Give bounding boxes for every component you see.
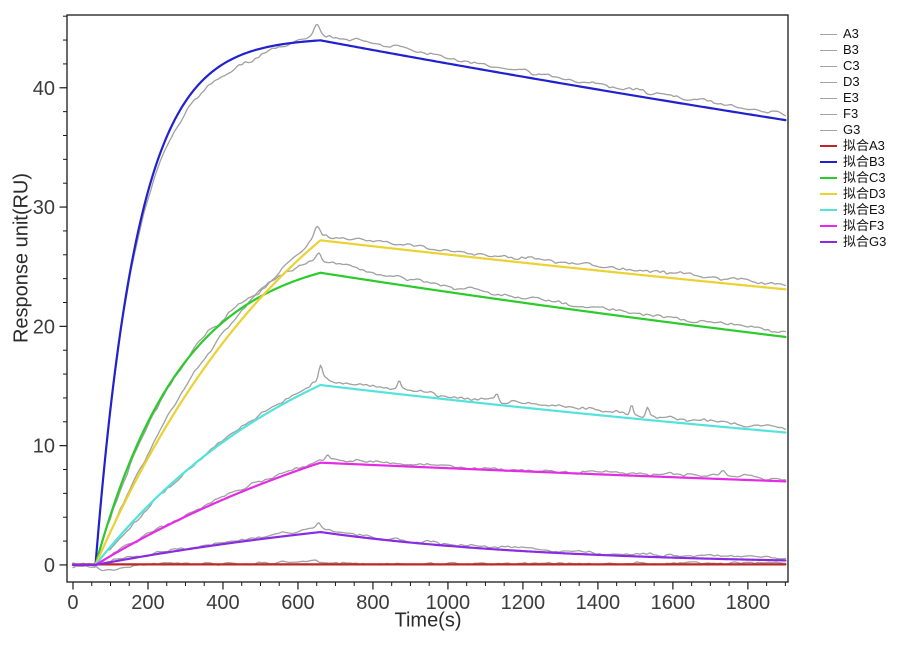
legend-line-swatch	[820, 145, 837, 147]
y-tick-label-20: 20	[33, 316, 55, 338]
legend-line-swatch	[820, 81, 837, 83]
x-tick-label-800: 800	[356, 592, 389, 614]
x-tick-label-1600: 1600	[651, 592, 696, 614]
curve-拟合D3	[71, 239, 787, 567]
legend-label: C3	[843, 58, 860, 73]
legend-line-swatch	[820, 209, 837, 211]
x-tick-label-1000: 1000	[426, 592, 471, 614]
x-axis-title: Time(s)	[394, 609, 462, 632]
legend-item-拟合B3: 拟合B3	[820, 154, 886, 170]
legend-label: B3	[843, 42, 859, 57]
y-tick-label-30: 30	[33, 197, 55, 219]
legend-item-拟合G3: 拟合G3	[820, 234, 886, 250]
curve-F3	[72, 454, 787, 567]
legend-label: A3	[843, 26, 859, 41]
x-tick-label-200: 200	[131, 592, 164, 614]
legend-item-A3: A3	[820, 26, 886, 42]
x-tick-label-1800: 1800	[726, 592, 771, 614]
curve-拟合C3	[71, 271, 787, 567]
legend-label: F3	[843, 106, 859, 121]
legend-label: 拟合E3	[843, 202, 885, 217]
x-tick-label-600: 600	[281, 592, 314, 614]
y-tick-label-0: 0	[44, 555, 55, 577]
legend-label: 拟合G3	[843, 234, 887, 249]
y-tick-label-40: 40	[33, 78, 55, 100]
legend-item-拟合A3: 拟合A3	[820, 138, 886, 154]
legend-label: E3	[843, 90, 859, 105]
legend-line-swatch	[820, 225, 837, 227]
plot-frame	[66, 14, 789, 583]
legend: A3 B3 C3 D3 E3 F3 G3 拟合A3 拟合B3 拟合C3 拟合D3 拟合E3 拟合F3 拟合…	[820, 26, 886, 250]
legend-item-拟合F3: 拟合F3	[820, 218, 886, 234]
x-tick-label-400: 400	[206, 592, 239, 614]
legend-line-swatch	[820, 161, 837, 163]
legend-label: 拟合F3	[843, 218, 885, 233]
legend-line-swatch	[820, 97, 837, 99]
y-tick-label-10: 10	[33, 436, 55, 458]
legend-label: 拟合B3	[843, 154, 885, 169]
curve-B3	[72, 23, 787, 569]
legend-item-拟合D3: 拟合D3	[820, 186, 886, 202]
curve-拟合E3	[71, 383, 787, 567]
curve-拟合G3	[71, 530, 787, 567]
curve-拟合B3	[71, 39, 787, 567]
y-axis-title: Response unit(RU)	[10, 172, 33, 344]
legend-label: 拟合D3	[843, 186, 886, 201]
legend-item-F3: F3	[820, 106, 886, 122]
legend-line-swatch	[820, 241, 837, 243]
legend-line-swatch	[820, 193, 837, 195]
legend-label: G3	[843, 122, 861, 137]
curve-D3	[72, 225, 787, 568]
legend-line-swatch	[820, 177, 837, 179]
legend-item-拟合E3: 拟合E3	[820, 202, 886, 218]
legend-item-拟合C3: 拟合C3	[820, 170, 886, 186]
legend-label: 拟合A3	[843, 138, 885, 153]
legend-item-D3: D3	[820, 74, 886, 90]
x-tick-label-1200: 1200	[501, 592, 546, 614]
legend-line-swatch	[820, 129, 837, 131]
legend-label: 拟合C3	[843, 170, 886, 185]
legend-item-B3: B3	[820, 42, 886, 58]
curve-C3	[72, 252, 787, 568]
legend-line-swatch	[820, 65, 837, 67]
legend-label: D3	[843, 74, 860, 89]
curve-拟合F3	[71, 461, 787, 567]
legend-item-C3: C3	[820, 58, 886, 74]
legend-item-G3: G3	[820, 122, 886, 138]
legend-line-swatch	[820, 33, 837, 35]
legend-line-swatch	[820, 49, 837, 51]
x-tick-label-0: 0	[67, 592, 78, 614]
legend-line-swatch	[820, 113, 837, 115]
legend-item-E3: E3	[820, 90, 886, 106]
x-tick-label-1400: 1400	[576, 592, 621, 614]
